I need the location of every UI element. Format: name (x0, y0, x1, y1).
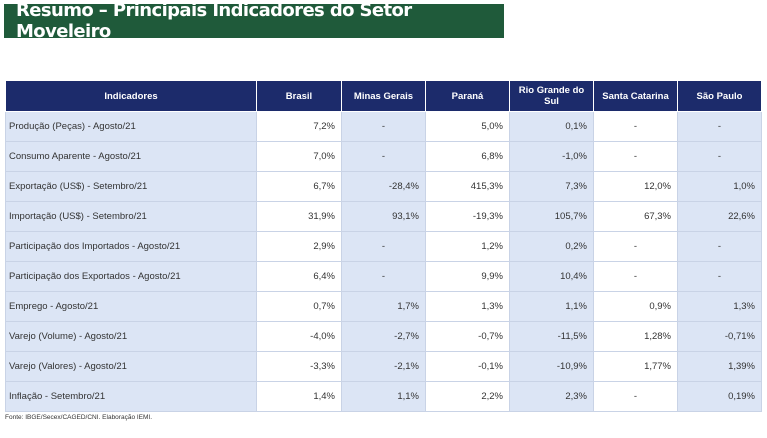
column-header: Santa Catarina (593, 80, 678, 112)
table-cell: 0,19% (677, 381, 762, 412)
table-row: Inflação - Setembro/21 1,4% 1,1% 2,2% 2,3% -0… (5, 381, 762, 412)
indicator-label: Participação dos Importados - Agosto/21 (5, 231, 257, 262)
table-cell: 6,8% (425, 141, 510, 172)
table-cell: - (677, 111, 762, 142)
table-cell: 93,1% (341, 201, 426, 232)
table-header-row: Indicadores Brasil Minas Gerais Paraná R… (5, 80, 762, 112)
table-cell: 1,3% (425, 291, 510, 322)
table-cell: -10,9% (509, 351, 594, 382)
page-title: Resumo – Principais Indicadores do Setor… (4, 0, 504, 42)
table-cell: - (677, 141, 762, 172)
column-header: Indicadores (5, 80, 257, 112)
table-cell: 1,39% (677, 351, 762, 382)
indicator-label: Varejo (Valores) - Agosto/21 (5, 351, 257, 382)
indicator-label: Emprego - Agosto/21 (5, 291, 257, 322)
table-cell: -28,4% (341, 171, 426, 202)
table-cell: 2,9% (256, 231, 342, 262)
table-row: Varejo (Valores) - Agosto/21 -3,3% -2,1% -0… (5, 351, 762, 382)
table-cell: 12,0% (593, 171, 678, 202)
table-cell: 1,28% (593, 321, 678, 352)
table-cell: 0,2% (509, 231, 594, 262)
table-cell: - (341, 111, 426, 142)
table-row: Varejo (Volume) - Agosto/21 -4,0% -2,7% -0,… (5, 321, 762, 352)
table-cell: -11,5% (509, 321, 594, 352)
table-cell: 1,7% (341, 291, 426, 322)
table-cell: 2,2% (425, 381, 510, 412)
column-header: Minas Gerais (341, 80, 426, 112)
indicator-label: Exportação (US$) - Setembro/21 (5, 171, 257, 202)
table-cell: 415,3% (425, 171, 510, 202)
table-cell: -2,7% (341, 321, 426, 352)
table-row: Consumo Aparente - Agosto/21 7,0% -6,8% -1,… (5, 141, 762, 172)
column-header: São Paulo (677, 80, 762, 112)
table-cell: - (593, 381, 678, 412)
table-row: Exportação (US$) - Setembro/21 6,7% -28,4%… (5, 171, 762, 202)
table-cell: 1,1% (341, 381, 426, 412)
table-row: Importação (US$) - Setembro/21 31,9% 93,1%… (5, 201, 762, 232)
table-cell: 7,2% (256, 111, 342, 142)
indicator-label: Participação dos Exportados - Agosto/21 (5, 261, 257, 292)
table-row: Emprego - Agosto/21 0,7% 1,7% 1,3% 1,1% 0,9% 1… (5, 291, 762, 322)
table-cell: -1,0% (509, 141, 594, 172)
table-cell: 67,3% (593, 201, 678, 232)
table-cell: -2,1% (341, 351, 426, 382)
table-cell: -0,71% (677, 321, 762, 352)
table-cell: 10,4% (509, 261, 594, 292)
table-cell: - (677, 261, 762, 292)
indicator-label: Consumo Aparente - Agosto/21 (5, 141, 257, 172)
table-cell: 1,77% (593, 351, 678, 382)
table-cell: 1,1% (509, 291, 594, 322)
table-cell: - (341, 261, 426, 292)
table-cell: -4,0% (256, 321, 342, 352)
table-cell: 6,4% (256, 261, 342, 292)
table-cell: 9,9% (425, 261, 510, 292)
indicator-label: Inflação - Setembro/21 (5, 381, 257, 412)
table-cell: 7,3% (509, 171, 594, 202)
table-cell: - (341, 231, 426, 262)
table-cell: - (341, 141, 426, 172)
table-row: Participação dos Exportados - Agosto/21 6… (5, 261, 762, 292)
table-cell: 1,4% (256, 381, 342, 412)
table-cell: -0,7% (425, 321, 510, 352)
table-cell: -3,3% (256, 351, 342, 382)
table-body: Produção (Peças) - Agosto/21 7,2% -5,0% 0,1… (5, 111, 762, 412)
column-header: Brasil (256, 80, 342, 112)
table-cell: 31,9% (256, 201, 342, 232)
table-cell: 1,2% (425, 231, 510, 262)
indicator-label: Importação (US$) - Setembro/21 (5, 201, 257, 232)
table-cell: 2,3% (509, 381, 594, 412)
table-cell: - (593, 231, 678, 262)
table-cell: -0,1% (425, 351, 510, 382)
table-cell: - (593, 141, 678, 172)
table-cell: 0,9% (593, 291, 678, 322)
table-cell: 7,0% (256, 141, 342, 172)
table-cell: 0,7% (256, 291, 342, 322)
table-cell: 1,3% (677, 291, 762, 322)
table-row: Produção (Peças) - Agosto/21 7,2% -5,0% 0,1… (5, 111, 762, 142)
table-row: Participação dos Importados - Agosto/21 2… (5, 231, 762, 262)
column-header: Paraná (425, 80, 510, 112)
table-cell: - (593, 111, 678, 142)
table-cell: 105,7% (509, 201, 594, 232)
indicator-label: Produção (Peças) - Agosto/21 (5, 111, 257, 142)
table-cell: - (593, 261, 678, 292)
table-cell: 1,0% (677, 171, 762, 202)
table-cell: 5,0% (425, 111, 510, 142)
table-cell: -19,3% (425, 201, 510, 232)
indicator-label: Varejo (Volume) - Agosto/21 (5, 321, 257, 352)
indicators-table: Indicadores Brasil Minas Gerais Paraná R… (5, 80, 762, 412)
table-cell: - (677, 231, 762, 262)
source-note: Fonte: IBGE/Secex/CAGED/CNI. Elaboração … (5, 414, 153, 421)
table-cell: 22,6% (677, 201, 762, 232)
column-header: Rio Grande do Sul (509, 80, 594, 112)
table-cell: 0,1% (509, 111, 594, 142)
indicators-table-container: Indicadores Brasil Minas Gerais Paraná R… (5, 80, 762, 412)
table-cell: 6,7% (256, 171, 342, 202)
